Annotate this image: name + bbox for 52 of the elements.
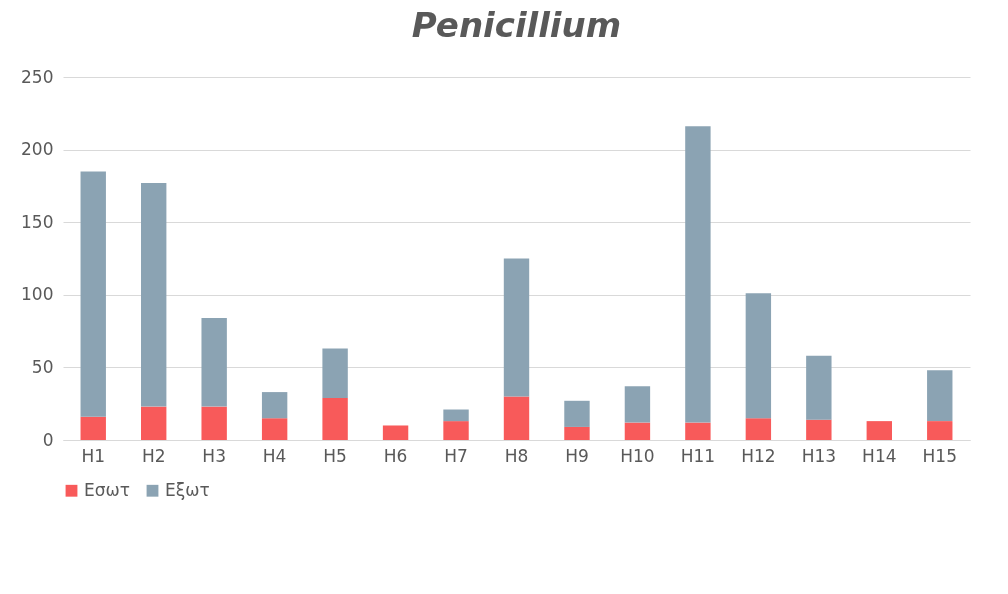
y-tick-label: 100 [21,284,54,305]
x-tick-label: H9 [565,445,589,466]
x-tick-label: H2 [141,445,166,466]
bar [141,183,167,407]
bar [322,348,348,398]
bar [80,416,106,440]
bar [624,422,651,440]
bar [685,126,711,423]
bar [503,258,530,397]
bar [322,397,348,440]
chart-title: Penicillium [411,5,622,45]
y-tick-label: 200 [21,139,54,160]
x-tick-label: H5 [323,445,347,466]
y-tick-label: 150 [21,211,54,232]
bar [382,425,409,440]
bar [866,421,892,440]
y-tick-label: 50 [31,356,54,377]
bar [564,426,590,440]
legend-label: Εσωτ [84,479,130,500]
x-tick-label: H13 [801,445,837,466]
y-tick-label: 250 [21,66,54,87]
bar [685,422,711,440]
bar [443,409,469,422]
bar [201,318,227,407]
bar [564,400,590,427]
x-tick-label: H3 [202,445,226,466]
legend-label: Εξωτ [165,479,210,500]
x-tick-label: H15 [922,445,957,466]
bar [80,171,106,417]
bar [745,293,772,419]
x-tick-label: H10 [620,445,655,466]
bar [261,418,288,440]
x-tick-label: H7 [444,445,468,466]
bar [141,406,167,440]
bar [806,355,832,420]
x-tick-label: H4 [262,445,287,466]
y-tick-label: 0 [42,429,54,450]
x-tick-label: H12 [741,445,776,466]
bar [745,418,772,440]
bar [443,421,469,440]
bar [503,396,530,440]
bar [927,370,953,422]
bar [261,392,288,419]
x-tick-label: H11 [680,445,716,466]
bar [201,406,227,440]
x-tick-label: H6 [383,445,408,466]
bar [927,421,953,440]
bar [806,419,832,440]
bar [624,386,651,423]
x-tick-label: H14 [862,445,897,466]
x-tick-label: H1 [81,445,106,466]
x-tick-label: H8 [504,445,529,466]
